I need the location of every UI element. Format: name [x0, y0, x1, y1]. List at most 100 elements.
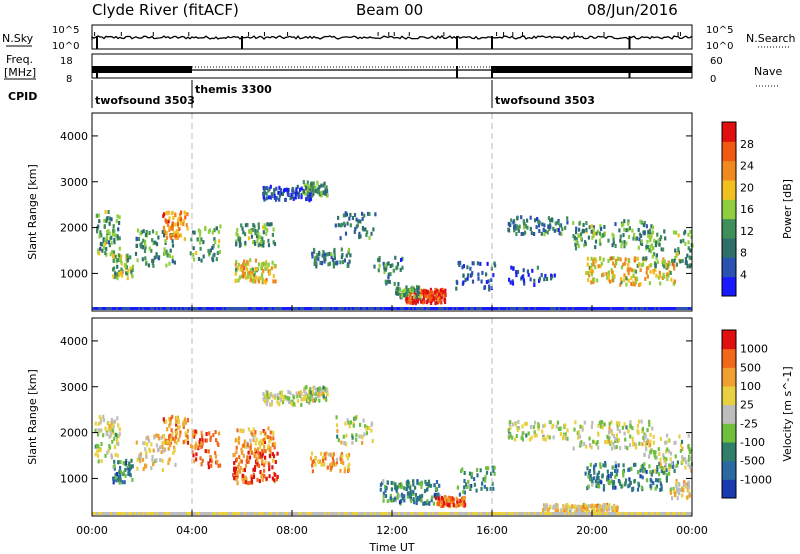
- heatmap-cell: [324, 512, 326, 515]
- heatmap-cell: [164, 419, 168, 424]
- heatmap-cell: [526, 512, 528, 515]
- heatmap-cell: [164, 512, 166, 515]
- heatmap-cell: [318, 185, 321, 189]
- heatmap-cell: [337, 223, 340, 228]
- heatmap-cell: [232, 307, 234, 310]
- heatmap-cell: [107, 427, 110, 432]
- heatmap-cell: [236, 266, 239, 271]
- heatmap-cell: [242, 429, 245, 434]
- heatmap-cell: [179, 233, 183, 238]
- heatmap-cell: [651, 469, 654, 474]
- heatmap-cell: [356, 307, 358, 310]
- heatmap-cell: [359, 234, 362, 239]
- heatmap-cell: [659, 281, 662, 286]
- heatmap-cell: [104, 241, 107, 246]
- heatmap-cell: [350, 307, 352, 310]
- heatmap-cell: [520, 512, 522, 515]
- heatmap-cell: [255, 275, 258, 280]
- heatmap-cell: [476, 512, 478, 515]
- heatmap-cell: [635, 276, 639, 281]
- heatmap-cell: [100, 428, 103, 433]
- heatmap-cell: [188, 307, 190, 310]
- heatmap-cell: [119, 473, 122, 478]
- heatmap-cell: [462, 264, 465, 269]
- heatmap-cell: [570, 512, 572, 515]
- heatmap-cells: [92, 180, 694, 310]
- heatmap-cell: [435, 294, 438, 299]
- heatmap-cell: [526, 307, 528, 310]
- heatmap-cell: [630, 307, 632, 310]
- heatmap-cell: [586, 262, 589, 267]
- heatmap-cell: [363, 432, 366, 437]
- heatmap-cell: [666, 512, 668, 515]
- heatmap-cell: [151, 229, 155, 234]
- heatmap-cell: [143, 249, 147, 253]
- heatmap-cell: [104, 307, 106, 310]
- heatmap-cell: [610, 512, 612, 515]
- heatmap-cell: [102, 238, 105, 243]
- heatmap-cell: [482, 477, 485, 482]
- heatmap-cell: [246, 259, 249, 264]
- heatmap-cell: [192, 257, 196, 262]
- heatmap-cell: [612, 512, 614, 515]
- heatmap-cell: [240, 307, 242, 310]
- heatmap-cell: [590, 504, 593, 509]
- heatmap-cell: [473, 482, 476, 487]
- nsearch-tick-top: 10^5: [706, 25, 733, 36]
- heatmap-cell: [157, 434, 160, 438]
- heatmap-cell: [186, 428, 190, 433]
- heatmap-cell: [108, 424, 111, 429]
- heatmap-cell: [607, 270, 610, 275]
- heatmap-cell: [333, 256, 336, 261]
- heatmap-cell: [142, 229, 145, 234]
- heatmap-cell: [642, 262, 645, 267]
- heatmap-cell: [268, 474, 271, 479]
- heatmap-cell: [597, 480, 600, 485]
- heatmap-cell: [236, 428, 239, 433]
- heatmap-cell: [488, 307, 490, 310]
- heatmap-cell: [333, 253, 336, 258]
- heatmap-cell: [640, 239, 643, 244]
- heatmap-cell: [617, 463, 620, 468]
- heatmap-cell: [633, 268, 636, 273]
- heatmap-cell: [468, 485, 471, 490]
- nave-label: Nave: [754, 65, 782, 78]
- heatmap-cell: [412, 497, 415, 502]
- heatmap-cell: [645, 478, 649, 483]
- heatmap-cell: [276, 474, 279, 479]
- heatmap-cell: [256, 477, 259, 482]
- heatmap-cell: [536, 217, 539, 222]
- heatmap-cell: [556, 512, 558, 515]
- heatmap-cell: [199, 246, 202, 251]
- colorbar-cell: [722, 257, 736, 278]
- heatmap-cell: [315, 264, 318, 269]
- heatmap-cell: [403, 293, 406, 297]
- heatmap-cell: [596, 307, 598, 310]
- heatmap-cell: [448, 496, 451, 501]
- heatmap-cell: [116, 264, 119, 269]
- heatmap-cell: [644, 307, 646, 310]
- heatmap-cell: [394, 496, 397, 501]
- heatmap-cell: [388, 279, 391, 284]
- heatmap-cell: [117, 478, 120, 483]
- heatmap-cell: [598, 512, 600, 515]
- heatmap-cell: [434, 307, 436, 310]
- heatmap-cell: [420, 498, 423, 503]
- heatmap-cell: [269, 450, 272, 455]
- heatmap-cell: [488, 512, 490, 515]
- heatmap-cell: [328, 261, 331, 266]
- heatmap-cell: [614, 437, 617, 441]
- heatmap-cell: [484, 478, 487, 483]
- heatmap-cell: [687, 484, 690, 489]
- heatmap-cell: [413, 500, 416, 505]
- heatmap-cell: [323, 452, 326, 457]
- heatmap-cell: [590, 477, 593, 482]
- heatmap-cell: [129, 473, 132, 478]
- heatmap-cell: [406, 484, 409, 489]
- heatmap-cell: [596, 509, 599, 514]
- heatmap-cell: [102, 433, 105, 438]
- heatmap-cell: [670, 277, 673, 282]
- heatmap-cell: [676, 512, 678, 515]
- heatmap-cell: [292, 307, 294, 310]
- heatmap-cell: [665, 265, 668, 270]
